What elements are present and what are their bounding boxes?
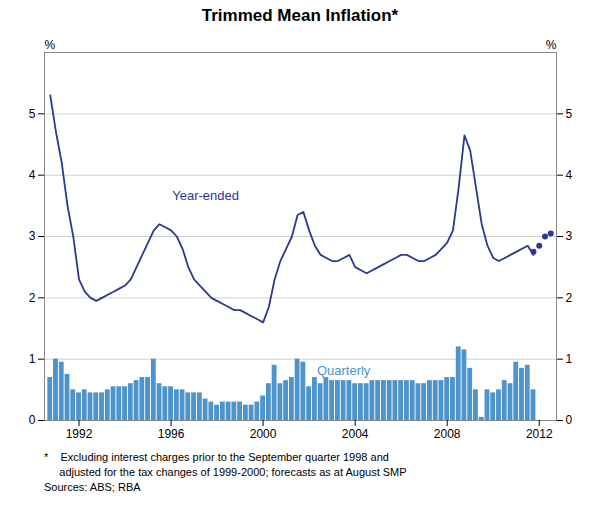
svg-text:1992: 1992 xyxy=(66,427,93,441)
svg-text:Year-ended: Year-ended xyxy=(172,188,239,203)
svg-text:1996: 1996 xyxy=(158,427,185,441)
svg-text:0: 0 xyxy=(566,413,573,427)
html-text:Trimmed Mean Inflation*: Trimmed Mean Inflation* xyxy=(201,6,399,25)
svg-text:4: 4 xyxy=(29,168,36,182)
svg-text:5: 5 xyxy=(566,107,573,121)
svg-text:1: 1 xyxy=(566,352,573,366)
svg-text:2012: 2012 xyxy=(526,427,553,441)
svg-text:0: 0 xyxy=(29,413,36,427)
svg-text:2: 2 xyxy=(566,291,573,305)
svg-text:2000: 2000 xyxy=(250,427,277,441)
svg-text:4: 4 xyxy=(566,168,573,182)
svg-text:%: % xyxy=(546,38,557,52)
svg-text:%: % xyxy=(45,38,56,52)
svg-text:1: 1 xyxy=(29,352,36,366)
svg-text:2008: 2008 xyxy=(434,427,461,441)
svg-text:Quarterly: Quarterly xyxy=(317,363,371,378)
html-text:Sources: ABS; RBA: Sources: ABS; RBA xyxy=(44,481,141,493)
html-text:adjusted for the tax changes o: adjusted for the tax changes of 1999-200… xyxy=(44,466,407,478)
svg-text:3: 3 xyxy=(29,229,36,243)
svg-text:5: 5 xyxy=(29,107,36,121)
svg-text:2004: 2004 xyxy=(342,427,369,441)
html-text:* Excluding interest charges p: * Excluding interest charges prior to th… xyxy=(44,451,389,463)
svg-text:3: 3 xyxy=(566,229,573,243)
svg-text:2: 2 xyxy=(29,291,36,305)
